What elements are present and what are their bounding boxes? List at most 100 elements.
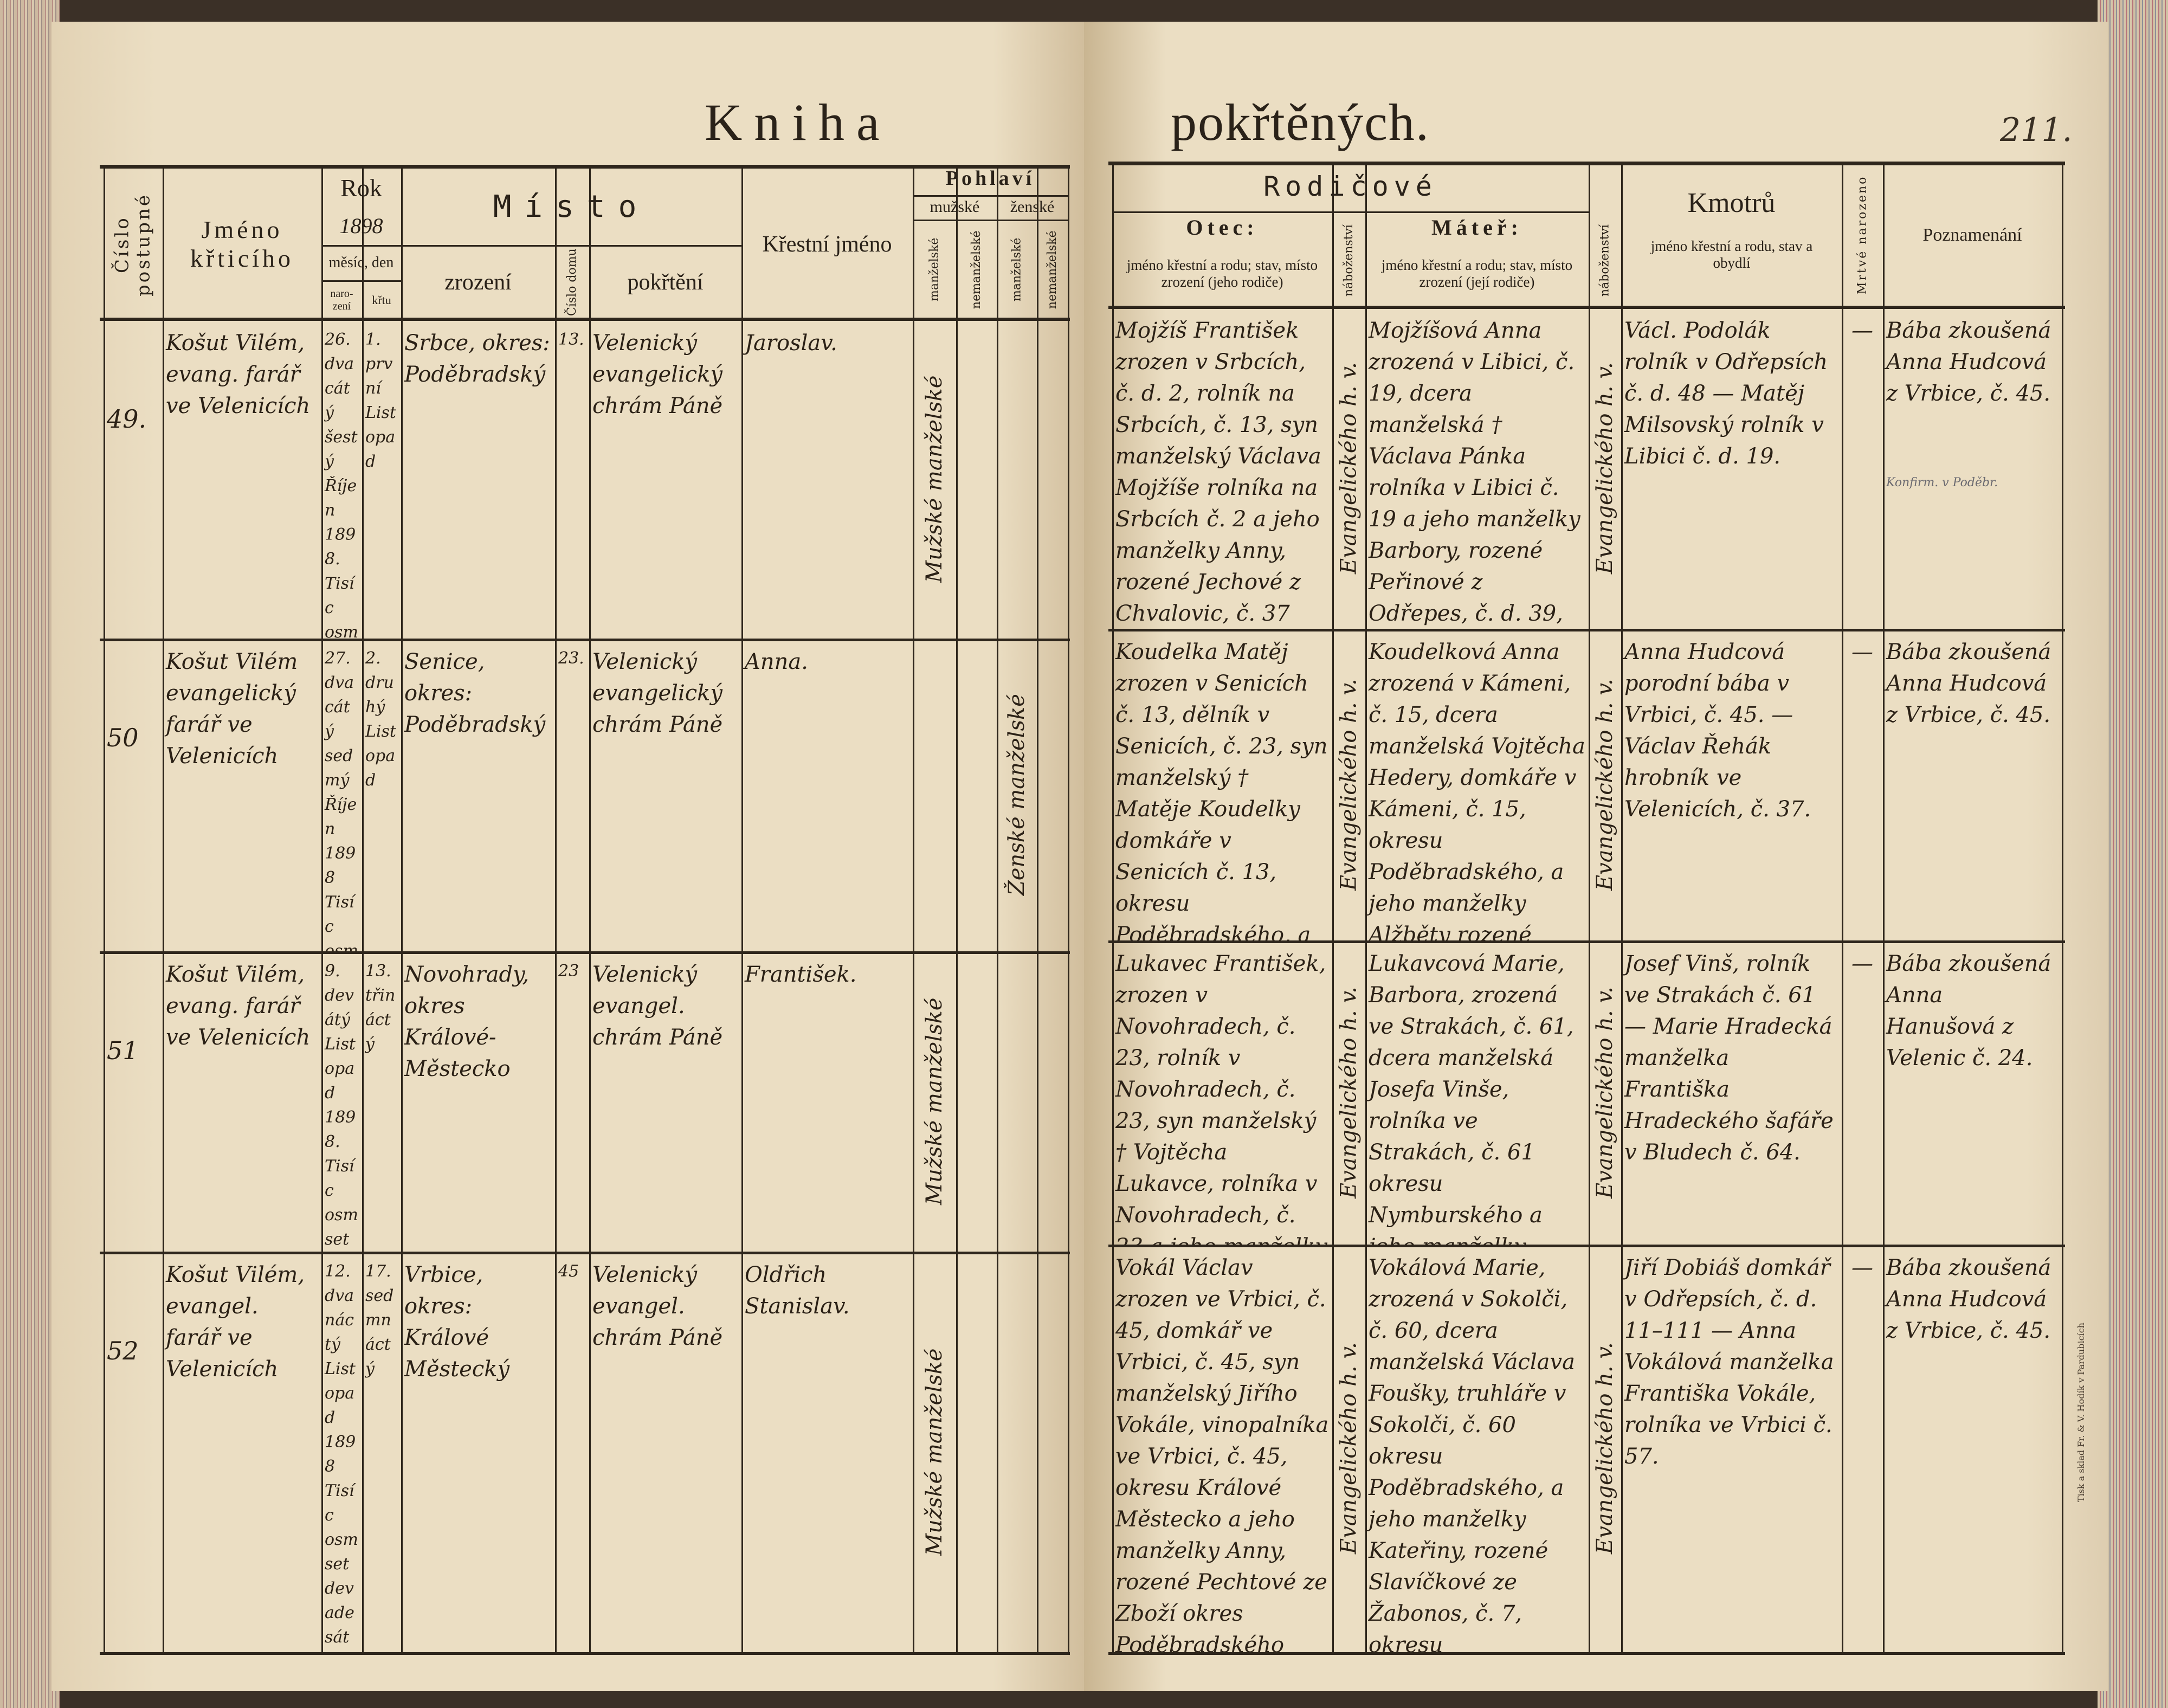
entry-text: Evangelického h. v. — [1592, 987, 1617, 1198]
entry-text: Jiří Dobiáš domkář v Odřepsích, č. d. 11… — [1624, 1255, 1834, 1469]
header-kmotru: Kmotrů — [1687, 188, 1776, 219]
column-rule — [997, 166, 998, 1652]
entry-cislo: 50 — [104, 639, 163, 951]
entry-mrtve: — — [1842, 307, 1883, 629]
row-rule — [100, 951, 1070, 954]
column-rule — [163, 166, 164, 1652]
header-mesic-den: měsíc, den — [328, 254, 394, 271]
header-rok: Rok — [340, 173, 382, 202]
column-rule — [104, 166, 105, 1652]
row-rule — [1108, 629, 2065, 631]
entry-pozn: Bába zkoušená Anna Hudcová z Vrbice, č. … — [1883, 629, 2062, 940]
entry-matka-nab: Evangelického h. v. — [1589, 940, 1621, 1245]
entry-krtu: 1. první Listopad — [362, 320, 401, 639]
entry-text: 13. třináctý — [365, 962, 396, 1054]
entry-otec: Koudelka Matěj zrozen v Senicích č. 13, … — [1112, 629, 1332, 940]
entry-otec-nab: Evangelického h. v. — [1332, 940, 1365, 1245]
entry-pozn: Bába zkoušená Anna Hudcová z Vrbice, č. … — [1883, 307, 2062, 629]
entry-matka-nab: Evangelického h. v. — [1589, 1245, 1621, 1652]
entry-pohlavi: Mužské manželské — [922, 1348, 947, 1556]
entry-text: Srbce, okres: Poděbradský — [404, 331, 550, 387]
entry-text: Velenický evangelický chrám Páně — [592, 649, 723, 737]
column-rule — [1068, 166, 1069, 1652]
entry-text: 52 — [107, 1336, 139, 1365]
column-rule — [1365, 163, 1367, 1652]
header-otec-sub: jméno křestní a rodu; stav, místo zrozen… — [1126, 256, 1318, 290]
entry-pokrteni: Velenický evangelický chrám Páně — [589, 320, 741, 639]
header-mater-nabozenstvi: náboženství — [1598, 224, 1612, 297]
entry-cislo: 49. — [104, 320, 163, 639]
header-top-rule — [1108, 162, 2065, 165]
entry-mrtve: — — [1842, 629, 1883, 940]
column-rule — [1883, 163, 1885, 1652]
entry-krtu: 2. druhý Listopad — [362, 639, 401, 951]
entry-text: 26. dvacátý šestý Říjen 1898. Tisíc osm … — [325, 330, 358, 639]
entry-text: 9. devátý Listopad 1898. Tisíc osm set d… — [325, 962, 358, 1249]
column-rule — [956, 166, 958, 1652]
entry-text: Evangelického h. v. — [1592, 362, 1617, 574]
header-zenske-manzelske: manželské — [1010, 237, 1024, 302]
entry-text: Anna Hudcová porodní bába v Vrbici, č. 4… — [1624, 640, 1811, 822]
entry-otec-nab: Evangelického h. v. — [1332, 307, 1365, 629]
entry-otec: Vokál Václav zrozen ve Vrbici, č. 45, do… — [1112, 1245, 1332, 1652]
row-rule — [100, 1252, 1070, 1254]
entry-matka: Lukavcová Marie, Barbora, zrozená ve Str… — [1365, 940, 1589, 1245]
header-muzske-manzelske: manželské — [927, 237, 941, 302]
right-page — [1084, 22, 2108, 1691]
entry-matka: Koudelková Anna zrozená v Kámeni, č. 15,… — [1365, 629, 1589, 940]
entry-text: 23. — [558, 649, 584, 668]
entry-krestni: Jaroslav. — [741, 320, 913, 639]
entry-text: 1. první Listopad — [365, 330, 396, 471]
entry-text: 12. dvanáctý Listopad 1898 Tisíc osm set… — [325, 1262, 358, 1647]
header-mrtve-narozeno: Mrtvé narozeno — [1855, 175, 1869, 295]
entry-text: Evangelického h. v. — [1336, 679, 1362, 891]
column-rule — [555, 166, 557, 1652]
header-muzske: mužské — [930, 198, 980, 216]
entry-mrtve: — — [1842, 940, 1883, 1245]
entry-pokrteni: Velenický evangelický chrám Páně — [589, 639, 741, 951]
entry-text: Evangelického h. v. — [1592, 1342, 1617, 1555]
header-narozeni: naro-zení — [330, 287, 353, 312]
entry-kmotri: Anna Hudcová porodní bába v Vrbici, č. 4… — [1621, 629, 1842, 940]
entry-cislo: 52 — [104, 1252, 163, 1652]
entry-text: Lukavcová Marie, Barbora, zrozená ve Str… — [1369, 951, 1574, 1245]
column-rule — [589, 166, 591, 1652]
entry-text: Evangelického h. v. — [1336, 1342, 1362, 1555]
title-left: Kniha — [705, 93, 892, 151]
entry-text: František. — [745, 962, 857, 987]
entry-matka-nab: Evangelického h. v. — [1589, 307, 1621, 629]
entry-text: 45 — [558, 1262, 579, 1281]
entry-text: Košut Vilém, evang. farář ve Velenicích — [166, 962, 311, 1050]
entry-text: Košut Vilém, evangel. farář ve Velenicíc… — [166, 1262, 305, 1382]
rule-line — [401, 245, 741, 247]
entry-text: Anna. — [745, 649, 808, 674]
row-rule — [1108, 1245, 2065, 1247]
entry-text: 49. — [107, 404, 147, 434]
entry-text: Košut Vilém evangelický farář ve Velenic… — [166, 649, 298, 769]
entry-kmotri: Jiří Dobiáš domkář v Odřepsích, č. d. 11… — [1621, 1245, 1842, 1652]
entry-matka-nab: Evangelického h. v. — [1589, 629, 1621, 940]
header-mater-sub: jméno křestní a rodu; stav, místo zrozen… — [1381, 256, 1573, 290]
entry-zrozeni: Novohrady, okres Králové-Městecko — [401, 951, 555, 1252]
rule-line — [1112, 211, 1589, 213]
row-rule — [100, 639, 1070, 641]
rule-line — [913, 220, 1068, 221]
page-number: 211. — [2000, 111, 2073, 149]
column-rule — [321, 166, 323, 1652]
header-poznamenani: Poznamenání — [1922, 224, 2022, 245]
entry-text: Mojžíšová Anna zrozená v Libici, č. 19, … — [1369, 318, 1580, 626]
column-rule — [2062, 163, 2063, 1652]
header-otec-nabozenstvi: náboženství — [1341, 224, 1356, 297]
entry-text: Bába zkoušená Anna Hudcová z Vrbice, č. … — [1886, 318, 2051, 406]
column-rule — [1332, 163, 1334, 1652]
entry-text: — — [1851, 951, 1873, 976]
entry-pokrteni: Velenický evangel. chrám Páně — [589, 1252, 741, 1652]
entry-pozn-note: Konfirm. v Poděbr. — [1886, 476, 1998, 489]
entry-text: 23 — [558, 962, 579, 981]
entry-otec: Lukavec František, zrozen v Novohradech,… — [1112, 940, 1332, 1245]
entry-kmotri: Josef Vinš, rolník ve Strakách č. 61 — M… — [1621, 940, 1842, 1245]
header-bottom-rule — [1108, 306, 2065, 309]
entry-krtu: 17. sedmnáctý — [362, 1252, 401, 1652]
entry-pohlavi: Mužské manželské — [922, 997, 947, 1206]
header-krestni: Křestní jméno — [762, 231, 892, 257]
